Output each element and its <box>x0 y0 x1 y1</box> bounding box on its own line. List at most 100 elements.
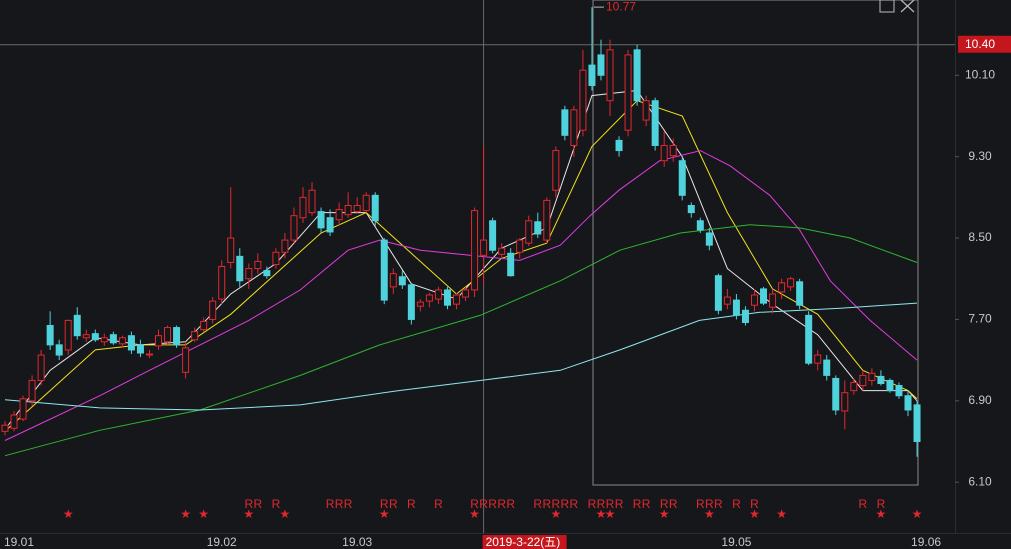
candle-body <box>624 54 632 131</box>
signal-marker: ★ <box>280 507 291 521</box>
signal-marker: ★ <box>776 507 787 521</box>
signal-marker: R <box>497 497 506 511</box>
signal-marker: R <box>335 497 344 511</box>
candle-body <box>633 49 641 102</box>
moving-average-line <box>4 100 918 432</box>
crosshair-price-box <box>958 35 1011 53</box>
candle-body <box>236 255 244 282</box>
signal-marker: R <box>506 497 515 511</box>
candle-body <box>200 320 208 331</box>
candle-body <box>145 353 153 356</box>
signal-marker: R <box>407 497 416 511</box>
candle-body <box>254 260 262 270</box>
candle-body <box>362 194 370 212</box>
candle-body <box>525 220 533 244</box>
candle-body <box>471 210 479 291</box>
candle-body <box>561 109 569 136</box>
candle-body <box>127 335 135 351</box>
y-tick-label: 8.50 <box>968 230 992 244</box>
signal-marker: R <box>488 497 497 511</box>
y-tick-label: 7.70 <box>968 312 992 326</box>
signal-marker: R <box>434 497 443 511</box>
signal-marker: R <box>244 497 253 511</box>
candle-body <box>290 215 298 241</box>
signal-marker: R <box>561 497 570 511</box>
candle-body <box>570 109 578 146</box>
signal-marker: R <box>732 497 741 511</box>
maximize-icon[interactable] <box>879 0 895 13</box>
candle-body <box>615 139 623 152</box>
x-tick-label: 19.01 <box>4 535 34 549</box>
candle-body <box>841 392 849 412</box>
candle-body <box>805 314 813 364</box>
candle-body <box>741 309 749 323</box>
candle-body <box>173 327 181 346</box>
signal-marker: R <box>272 497 281 511</box>
candle-body <box>308 189 316 214</box>
crosshair-date-label: 2019-3-22(五) <box>486 535 561 549</box>
signal-marker: R <box>533 497 542 511</box>
signal-marker: R <box>479 497 488 511</box>
candle-body <box>209 300 217 320</box>
candle-body <box>416 301 424 307</box>
candle-body <box>579 69 587 131</box>
signal-marker: R <box>633 497 642 511</box>
crosshair-date-box <box>482 535 567 549</box>
candle-body <box>82 334 90 339</box>
moving-average-line <box>4 302 918 411</box>
candle-body <box>136 344 144 354</box>
candle-body <box>55 344 63 356</box>
candle-body <box>832 377 840 411</box>
candle-body <box>407 284 415 320</box>
candle-body <box>823 359 831 376</box>
candle-body <box>317 211 325 229</box>
candle-body <box>28 379 36 402</box>
candle-body <box>434 289 442 300</box>
candle-body <box>335 209 343 221</box>
candle-body <box>425 294 433 302</box>
candle-body <box>100 337 108 343</box>
candle-body <box>73 314 81 337</box>
candle-body <box>109 334 117 344</box>
candle-body <box>462 289 470 298</box>
signal-marker: R <box>606 497 615 511</box>
candle-body <box>263 270 271 277</box>
moving-average-line <box>4 89 918 430</box>
signal-marker: R <box>877 497 886 511</box>
close-icon[interactable] <box>900 0 915 13</box>
signal-marker: R <box>714 497 723 511</box>
candle-body <box>696 220 704 231</box>
moving-average-line <box>4 150 918 441</box>
candle-body <box>10 414 18 429</box>
x-tick-label: 19.05 <box>721 535 751 549</box>
candle-body <box>371 194 379 222</box>
signal-marker: ★ <box>704 507 715 521</box>
candle-body <box>1 424 9 432</box>
signal-marker: ★ <box>550 507 561 521</box>
x-tick-label: 19.02 <box>207 535 237 549</box>
y-tick-label: 6.10 <box>968 474 992 488</box>
signal-marker: R <box>542 497 551 511</box>
candle-body <box>498 247 506 255</box>
candle-body <box>859 374 867 387</box>
signal-marker: ★ <box>469 507 480 521</box>
x-tick-label: 19.03 <box>342 535 372 549</box>
candle-body <box>642 100 650 121</box>
candle-body <box>760 288 768 304</box>
signal-marker: R <box>696 497 705 511</box>
signal-marker: R <box>570 497 579 511</box>
signal-marker: ★ <box>596 507 607 521</box>
signal-marker: R <box>642 497 651 511</box>
candle-body <box>796 281 804 306</box>
candle-body <box>118 337 126 345</box>
candle-body <box>714 275 722 311</box>
candle-body <box>886 379 894 392</box>
signal-marker: ★ <box>605 507 616 521</box>
signal-marker: ★ <box>63 507 74 521</box>
candle-body <box>37 354 45 381</box>
candle-body <box>353 204 361 213</box>
signal-marker: R <box>389 497 398 511</box>
signal-marker: R <box>597 497 606 511</box>
signal-marker: R <box>750 497 759 511</box>
